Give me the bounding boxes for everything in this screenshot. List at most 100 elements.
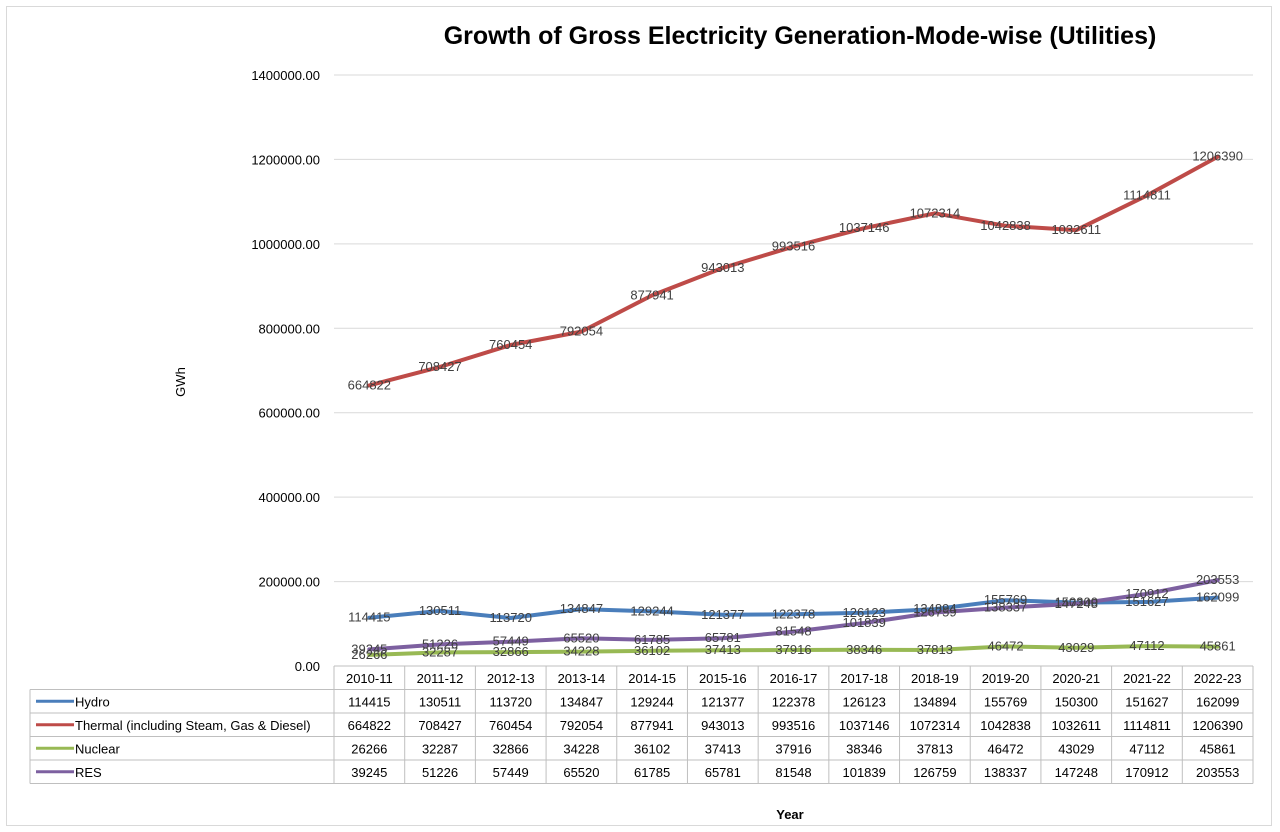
- data-label: 162099: [1196, 590, 1239, 605]
- table-cell: 39245: [351, 765, 387, 780]
- data-label: 45861: [1200, 639, 1236, 654]
- table-cell: 113720: [490, 694, 532, 709]
- x-tick-label: 2010-11: [346, 671, 393, 686]
- data-label: 36102: [634, 643, 670, 658]
- x-tick-label: 2019-20: [982, 671, 1030, 686]
- legend-entry: Thermal (including Steam, Gas & Diesel): [75, 718, 311, 733]
- table-cell: 993516: [772, 718, 815, 733]
- table-cell: 138337: [984, 765, 1027, 780]
- x-tick-label: 2017-18: [840, 671, 888, 686]
- data-label: 37413: [705, 642, 741, 657]
- data-label: 126759: [913, 604, 956, 619]
- y-tick-label: 1200000.00: [251, 152, 320, 167]
- table-cell: 37413: [705, 741, 741, 756]
- data-label: 877941: [630, 287, 673, 302]
- x-tick-label: 2020-21: [1052, 671, 1100, 686]
- data-label: 134894: [913, 601, 956, 616]
- data-label: 81548: [775, 624, 811, 639]
- data-label: 1032611: [1051, 222, 1101, 237]
- table-cell: 130511: [419, 694, 461, 709]
- table-cell: 65520: [563, 765, 599, 780]
- data-label: 147248: [1055, 596, 1098, 611]
- data-label: 121377: [701, 607, 744, 622]
- table-cell: 134847: [560, 694, 603, 709]
- data-label: 126123: [842, 605, 885, 620]
- table-cell: 38346: [846, 741, 882, 756]
- table-cell: 121377: [701, 694, 744, 709]
- x-tick-label: 2011-12: [417, 671, 464, 686]
- x-tick-label: 2018-19: [911, 671, 959, 686]
- y-tick-label: 800000.00: [259, 321, 320, 336]
- data-label: 46472: [987, 638, 1023, 653]
- data-label: 760454: [489, 337, 532, 352]
- table-cell: 134894: [913, 694, 956, 709]
- y-tick-label: 600000.00: [259, 406, 320, 421]
- table-cell: 114415: [348, 694, 390, 709]
- data-label: 203553: [1196, 572, 1239, 587]
- y-tick-label: 1000000.00: [251, 237, 320, 252]
- data-label: 993516: [772, 239, 815, 254]
- table-cell: 792054: [560, 718, 603, 733]
- table-cell: 126123: [842, 694, 885, 709]
- series-line: [367, 154, 1220, 388]
- data-label: 101839: [842, 615, 885, 630]
- data-label: 1114811: [1123, 187, 1171, 202]
- y-tick-label: 1400000.00: [251, 68, 320, 83]
- table-cell: 162099: [1196, 694, 1239, 709]
- data-label: 32287: [422, 644, 458, 659]
- data-label: 38346: [846, 642, 882, 657]
- table-cell: 664822: [348, 718, 391, 733]
- table-cell: 37813: [917, 741, 953, 756]
- table-cell: 708427: [418, 718, 461, 733]
- x-tick-label: 2012-13: [487, 671, 535, 686]
- table-cell: 46472: [987, 741, 1023, 756]
- data-label: 792054: [560, 324, 603, 339]
- legend-entry: Hydro: [75, 694, 110, 709]
- table-cell: 43029: [1058, 741, 1094, 756]
- series-line: [367, 644, 1220, 657]
- data-label: 151627: [1125, 594, 1168, 609]
- data-label: 122378: [772, 606, 815, 621]
- y-tick-label: 0.00: [295, 659, 320, 674]
- data-label: 130511: [419, 603, 461, 618]
- x-tick-label: 2021-22: [1123, 671, 1171, 686]
- x-tick-label: 2014-15: [628, 671, 676, 686]
- data-label: 155769: [984, 592, 1027, 607]
- data-label: 65781: [705, 630, 741, 645]
- table-cell: 155769: [984, 694, 1027, 709]
- table-cell: 150300: [1055, 694, 1098, 709]
- data-label: 1042838: [980, 218, 1031, 233]
- table-cell: 57449: [493, 765, 529, 780]
- table-cell: 203553: [1196, 765, 1239, 780]
- data-label: 114415: [348, 610, 390, 625]
- y-tick-label: 400000.00: [259, 490, 320, 505]
- table-cell: 1114811: [1123, 718, 1171, 733]
- data-label: 134847: [560, 601, 603, 616]
- table-cell: 760454: [489, 718, 532, 733]
- table-cell: 126759: [913, 765, 956, 780]
- x-tick-label: 2013-14: [558, 671, 606, 686]
- data-label: 150300: [1055, 595, 1098, 610]
- data-label: 43029: [1058, 640, 1094, 655]
- data-label: 170912: [1125, 586, 1168, 601]
- table-cell: 36102: [634, 741, 670, 756]
- x-axis-label: Year: [776, 807, 804, 822]
- table-cell: 61785: [634, 765, 670, 780]
- data-label: 26266: [351, 647, 387, 662]
- table-cell: 129244: [630, 694, 673, 709]
- y-tick-label: 200000.00: [259, 575, 320, 590]
- data-label: 708427: [418, 359, 461, 374]
- table-cell: 51226: [422, 765, 458, 780]
- table-cell: 34228: [563, 741, 599, 756]
- data-label: 129244: [630, 603, 673, 618]
- table-cell: 147248: [1055, 765, 1098, 780]
- table-cell: 47112: [1129, 741, 1164, 756]
- table-cell: 32866: [493, 741, 529, 756]
- data-label: 138337: [984, 600, 1027, 615]
- legend-entry: Nuclear: [75, 741, 120, 756]
- data-label: 39245: [351, 641, 387, 656]
- data-label: 34228: [563, 644, 599, 659]
- data-label: 61785: [634, 632, 670, 647]
- data-label: 57449: [493, 634, 529, 649]
